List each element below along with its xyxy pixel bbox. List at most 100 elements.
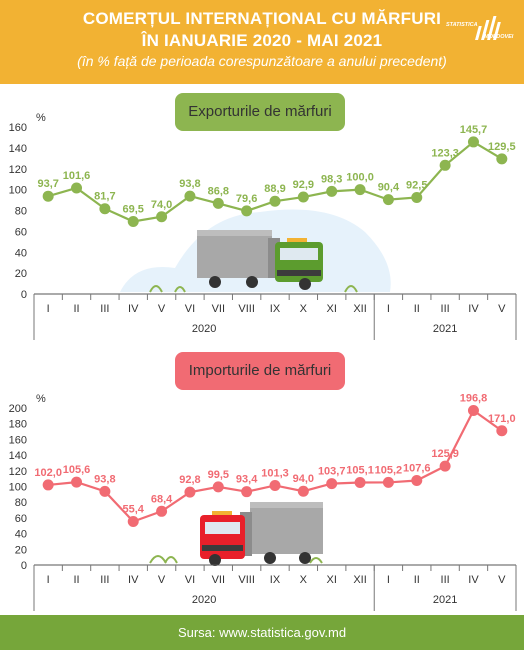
page-title-line1: COMERȚUL INTERNAȚIONAL CU MĂRFURI [82,9,442,28]
import-data-label: 93,4 [236,474,258,486]
import-data-point [269,479,281,491]
export-data-label: 88,9 [264,183,285,195]
import-data-point [496,425,508,437]
import-data-point [127,516,139,528]
header-banner [0,0,524,84]
export-y-tick-label: 120 [9,164,27,176]
source-footer: Sursa: www.statistica.gov.md [0,615,524,650]
export-x-tick-label: X [300,303,308,315]
import-x-tick-label: III [100,574,109,586]
import-data-label: 125,9 [431,448,459,460]
export-x-tick-label: II [414,303,420,315]
import-group-label: 2020 [192,594,216,606]
export-data-point [212,197,224,209]
export-x-tick-label: IV [468,303,479,315]
import-y-tick-label: 120 [9,466,27,478]
import-y-tick-label: 80 [15,497,27,509]
import-x-tick-label: X [300,574,308,586]
export-data-point [42,190,54,202]
export-data-point [269,195,281,207]
export-data-point [241,205,253,217]
import-x-tick-label: III [441,574,450,586]
import-data-label: 68,4 [151,493,173,505]
export-x-tick-label: II [73,303,79,315]
export-data-label: 123,3 [431,147,459,159]
export-data-label: 129,5 [488,141,516,153]
export-data-point [354,184,366,196]
export-data-point [467,136,479,148]
export-data-label: 86,8 [208,185,229,197]
import-x-tick-label: VII [212,574,225,586]
import-data-point [71,476,83,488]
export-data-label: 98,3 [321,173,342,185]
export-data-label: 145,7 [460,124,488,136]
import-data-label: 93,8 [94,473,115,485]
import-y-tick-label: 40 [15,529,27,541]
export-data-point [127,215,139,227]
export-y-axis-label: % [36,112,46,124]
import-y-tick-label: 180 [9,419,27,431]
import-data-label: 92,8 [179,474,200,486]
export-data-point [297,191,309,203]
export-x-tick-label: V [498,303,506,315]
export-data-point [326,185,338,197]
import-data-label: 196,8 [460,393,488,405]
export-chart-title: Exporturile de mărfuri [175,93,345,131]
import-data-point [467,405,479,417]
export-y-tick-label: 160 [9,122,27,134]
import-data-label: 105,6 [63,464,91,476]
import-chart-title: Importurile de mărfuri [175,352,345,390]
import-x-tick-label: VI [185,574,195,586]
import-y-tick-label: 140 [9,450,27,462]
export-y-tick-label: 0 [21,289,27,301]
import-x-tick-label: XI [327,574,337,586]
export-x-tick-label: XII [353,303,366,315]
export-x-tick-label: I [387,303,390,315]
import-data-point [382,476,394,488]
export-x-tick-label: VI [185,303,195,315]
import-data-point [184,486,196,498]
export-x-tick-label: IX [270,303,281,315]
import-x-tick-label: I [47,574,50,586]
export-data-label: 93,7 [37,178,58,190]
export-data-label: 79,6 [236,193,257,205]
page-title-line2: ÎN IANUARIE 2020 - MAI 2021 [141,31,383,50]
export-y-tick-label: 140 [9,143,27,155]
import-data-label: 105,1 [346,464,374,476]
export-data-label: 92,9 [293,179,314,191]
export-data-point [439,159,451,171]
import-data-point [212,481,224,493]
import-data-label: 105,2 [375,464,403,476]
import-data-point [241,486,253,498]
import-data-label: 99,5 [208,469,229,481]
export-x-tick-label: VIII [238,303,255,315]
import-data-point [439,460,451,472]
export-data-point [411,191,423,203]
export-data-label: 81,7 [94,191,115,203]
export-data-point [184,190,196,202]
export-y-tick-label: 20 [15,268,27,280]
import-y-tick-label: 20 [15,544,27,556]
export-x-tick-label: V [158,303,166,315]
import-x-tick-label: IV [128,574,139,586]
export-y-tick-label: 60 [15,226,27,238]
export-data-point [496,153,508,165]
import-data-point [297,485,309,497]
import-data-label: 171,0 [488,413,516,425]
export-x-tick-label: IV [128,303,139,315]
import-data-label: 103,7 [318,466,346,478]
export-data-point [71,182,83,194]
import-data-point [354,476,366,488]
import-y-tick-label: 0 [21,560,27,572]
import-y-tick-label: 160 [9,434,27,446]
logo-text-statistica: STATISTICA [446,22,478,28]
page-subtitle: (în % față de perioada corespunzătoare a… [77,53,447,69]
import-data-point [99,485,111,497]
import-x-tick-label: IV [468,574,479,586]
export-x-tick-label: III [441,303,450,315]
import-x-tick-label: I [387,574,390,586]
import-x-tick-label: V [158,574,166,586]
